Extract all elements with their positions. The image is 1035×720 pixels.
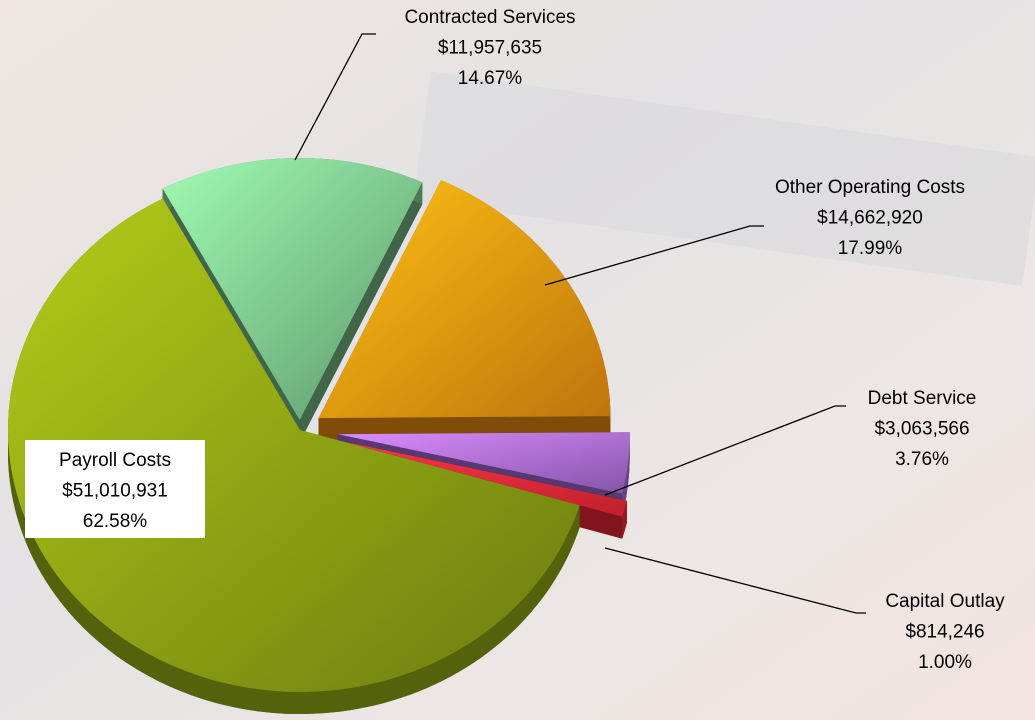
slice	[7, 198, 580, 693]
labels: Contracted Services $11,957,635 14.67% Othe…	[25, 7, 1005, 673]
percent-label: 14.67%	[458, 68, 523, 89]
slice	[162, 158, 423, 421]
percent-label: 62.58%	[83, 511, 148, 532]
value-label: $51,010,931	[62, 481, 168, 502]
slice-label: Other Operating Costs	[775, 177, 965, 198]
slice-label: Contracted Services	[404, 7, 575, 28]
percent-label: 1.00%	[918, 652, 972, 673]
slice-side	[622, 432, 630, 516]
value-label: $3,063,566	[874, 419, 969, 440]
slice	[337, 432, 630, 494]
slice-label: Payroll Costs	[59, 450, 171, 471]
slice-label: Capital Outlay	[885, 591, 1005, 612]
leader-line	[604, 547, 866, 614]
slice-label: Debt Service	[868, 388, 977, 409]
slice	[342, 441, 627, 517]
slice	[318, 180, 611, 419]
leader-line	[294, 33, 376, 161]
pie	[7, 158, 630, 714]
percent-label: 17.99%	[838, 238, 903, 259]
value-label: $14,662,920	[817, 208, 923, 229]
slice-side	[622, 500, 627, 539]
percent-label: 3.76%	[895, 449, 949, 470]
leader-line	[544, 225, 764, 286]
value-label: $814,246	[905, 622, 984, 643]
background-shape	[412, 71, 1035, 286]
label-box	[25, 440, 205, 538]
slice-wall	[299, 182, 423, 443]
value-label: $11,957,635	[438, 38, 542, 59]
leader-line	[604, 405, 846, 496]
